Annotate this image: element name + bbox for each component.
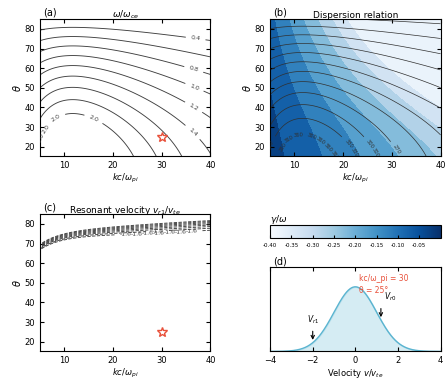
- Text: 360: 360: [284, 135, 295, 144]
- Text: 300: 300: [365, 139, 375, 150]
- Text: -1.6: -1.6: [152, 230, 165, 236]
- Text: θ = 25°: θ = 25°: [359, 286, 388, 295]
- X-axis label: $kc/\omega_{pi}$: $kc/\omega_{pi}$: [112, 172, 138, 185]
- Text: 360: 360: [306, 133, 317, 141]
- Text: 360: 360: [330, 149, 340, 160]
- Text: -1.6: -1.6: [163, 230, 176, 235]
- Text: (b): (b): [274, 8, 287, 18]
- Text: 2.0: 2.0: [41, 123, 50, 134]
- Text: 2.0: 2.0: [88, 114, 99, 123]
- Text: 2.0: 2.0: [37, 132, 45, 143]
- X-axis label: $kc/\omega_{pi}$: $kc/\omega_{pi}$: [112, 367, 138, 380]
- Text: 300: 300: [371, 147, 380, 159]
- Text: 360: 360: [293, 133, 304, 138]
- Text: $V_{r1}$: $V_{r1}$: [307, 313, 319, 326]
- Text: 0.8: 0.8: [188, 66, 199, 73]
- Title: Resonant velocity $v_{r1}/v_{te}$: Resonant velocity $v_{r1}/v_{te}$: [69, 204, 181, 217]
- Text: 270: 270: [392, 144, 401, 155]
- X-axis label: Velocity $v/v_{te}$: Velocity $v/v_{te}$: [327, 367, 384, 380]
- Text: -1.6: -1.6: [119, 231, 132, 237]
- Text: $V_{r0}$: $V_{r0}$: [384, 291, 396, 303]
- Text: 1.4: 1.4: [187, 127, 198, 138]
- Text: (c): (c): [44, 203, 57, 213]
- Text: 2.0: 2.0: [51, 113, 61, 123]
- Text: 330: 330: [344, 139, 354, 150]
- Text: 330: 330: [350, 147, 359, 158]
- Title: $\omega/\omega_{ce}$: $\omega/\omega_{ce}$: [112, 9, 139, 21]
- Text: -1.6: -1.6: [130, 231, 143, 236]
- Text: 1.2: 1.2: [188, 102, 199, 112]
- Text: $\gamma/\omega$: $\gamma/\omega$: [270, 213, 287, 226]
- Text: 360: 360: [278, 141, 288, 152]
- Y-axis label: $\theta$: $\theta$: [11, 84, 23, 92]
- Text: 360: 360: [315, 136, 326, 146]
- Text: 330: 330: [267, 140, 275, 151]
- Title: Dispersion relation: Dispersion relation: [313, 11, 398, 20]
- Text: -1.6: -1.6: [174, 229, 186, 235]
- Text: -1.8: -1.8: [151, 228, 163, 234]
- Text: 0.4: 0.4: [190, 36, 201, 42]
- Text: -1.6: -1.6: [186, 228, 198, 234]
- Y-axis label: $\theta$: $\theta$: [11, 279, 23, 286]
- Text: (d): (d): [274, 257, 287, 267]
- Text: 360: 360: [323, 142, 333, 153]
- Y-axis label: $\theta$: $\theta$: [241, 84, 253, 92]
- X-axis label: $kc/\omega_{pi}$: $kc/\omega_{pi}$: [342, 172, 368, 185]
- Text: 1.0: 1.0: [189, 83, 200, 91]
- Text: (a): (a): [44, 8, 57, 18]
- Text: kc/ω_pi = 30: kc/ω_pi = 30: [359, 274, 408, 283]
- Text: -1.6: -1.6: [142, 231, 154, 236]
